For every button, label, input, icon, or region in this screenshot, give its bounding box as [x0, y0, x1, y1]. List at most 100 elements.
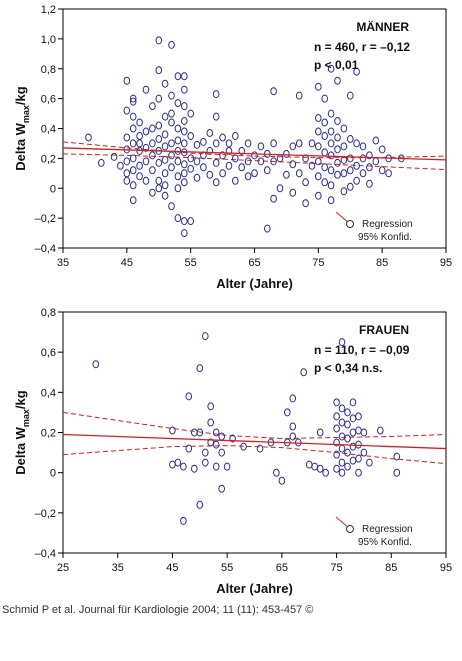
- data-point: [98, 158, 105, 167]
- data-point: [333, 464, 340, 473]
- data-point: [273, 468, 280, 477]
- data-point: [191, 428, 198, 437]
- data-point: [349, 398, 357, 407]
- data-point: [219, 169, 226, 178]
- data-point: [355, 440, 362, 449]
- y-axis-label-main: Delta W: [13, 426, 28, 474]
- data-point: [196, 428, 204, 437]
- data-point: [212, 428, 220, 437]
- x-tick-label: 65: [248, 257, 260, 269]
- data-point: [257, 142, 265, 151]
- data-point: [212, 178, 220, 187]
- data-point: [181, 102, 188, 111]
- data-point: [327, 127, 335, 136]
- data-point: [181, 160, 188, 169]
- data-point: [185, 392, 193, 401]
- data-point: [129, 97, 137, 106]
- data-point: [168, 91, 175, 100]
- data-point: [334, 76, 341, 85]
- data-point: [123, 133, 131, 142]
- data-point: [295, 169, 303, 178]
- data-point: [315, 82, 322, 91]
- x-tick-label: 55: [185, 257, 197, 269]
- data-point: [270, 139, 277, 148]
- data-point: [359, 154, 367, 163]
- data-point: [142, 157, 150, 166]
- data-point: [223, 462, 231, 471]
- y-tick-label: 1,2: [41, 4, 56, 16]
- data-point: [283, 170, 290, 179]
- data-point: [385, 169, 392, 178]
- data-point: [256, 444, 264, 453]
- data-point: [92, 360, 100, 369]
- data-point: [229, 434, 236, 443]
- data-point: [244, 139, 252, 148]
- data-point: [155, 176, 163, 185]
- regression-line: [62, 433, 447, 450]
- data-point: [174, 99, 182, 108]
- y-tick-label: 0: [50, 468, 56, 480]
- data-point: [338, 468, 346, 477]
- data-point: [270, 87, 277, 96]
- data-point: [207, 402, 214, 411]
- data-point: [333, 412, 340, 421]
- data-point: [334, 117, 341, 125]
- data-point: [155, 36, 163, 45]
- data-point: [149, 166, 156, 175]
- data-point: [353, 161, 360, 170]
- data-point: [155, 135, 163, 143]
- y-axis-label-unit: /kg: [13, 86, 28, 105]
- data-point: [181, 178, 188, 187]
- data-point: [155, 158, 163, 167]
- data-point: [366, 151, 373, 160]
- data-point: [340, 124, 348, 133]
- data-point: [333, 450, 340, 459]
- x-tick-label: 95: [440, 257, 452, 269]
- data-point: [264, 224, 271, 233]
- data-point: [161, 79, 169, 88]
- data-point: [344, 420, 351, 429]
- data-point: [196, 500, 204, 509]
- data-point: [161, 169, 169, 178]
- data-point: [129, 181, 137, 190]
- x-tick-label: 25: [57, 562, 69, 574]
- y-tick-label: –0,4: [35, 548, 56, 560]
- y-tick-label: 0,2: [41, 428, 56, 440]
- data-point: [276, 184, 284, 193]
- x-tick-label: 75: [330, 562, 342, 574]
- data-point: [305, 460, 313, 469]
- data-point: [349, 456, 357, 465]
- data-point: [240, 442, 247, 451]
- data-point: [308, 139, 316, 148]
- data-point: [161, 181, 169, 190]
- data-point: [142, 143, 150, 152]
- data-point: [316, 464, 324, 473]
- data-point: [129, 166, 137, 175]
- y-tick-label: 0,4: [41, 387, 56, 399]
- data-point: [264, 166, 271, 175]
- legend-marker: [346, 220, 354, 228]
- data-point: [355, 454, 362, 463]
- data-point: [200, 137, 207, 146]
- data-point: [155, 66, 163, 75]
- data-point: [181, 72, 188, 81]
- data-point: [360, 428, 368, 437]
- x-tick-label: 35: [112, 562, 124, 574]
- data-point: [142, 176, 150, 185]
- data-point: [136, 139, 143, 148]
- data-point: [315, 157, 322, 166]
- data-point: [207, 418, 214, 427]
- data-point: [168, 40, 175, 49]
- data-point: [129, 196, 137, 205]
- data-point: [212, 158, 220, 167]
- data-point: [344, 462, 351, 471]
- data-point: [347, 135, 354, 143]
- data-point: [315, 114, 322, 122]
- data-point: [129, 124, 137, 133]
- chart-frauen: 0,8 0,6 0,4 0,2 0 –0,2 –0,4 25 35 45 55 65 75 85 95 Alt…: [0, 300, 462, 600]
- data-point: [315, 191, 322, 200]
- data-point: [187, 164, 194, 173]
- data-point: [321, 148, 329, 157]
- legend-confidence: 95% Konfid.: [358, 232, 412, 243]
- data-point: [316, 428, 324, 437]
